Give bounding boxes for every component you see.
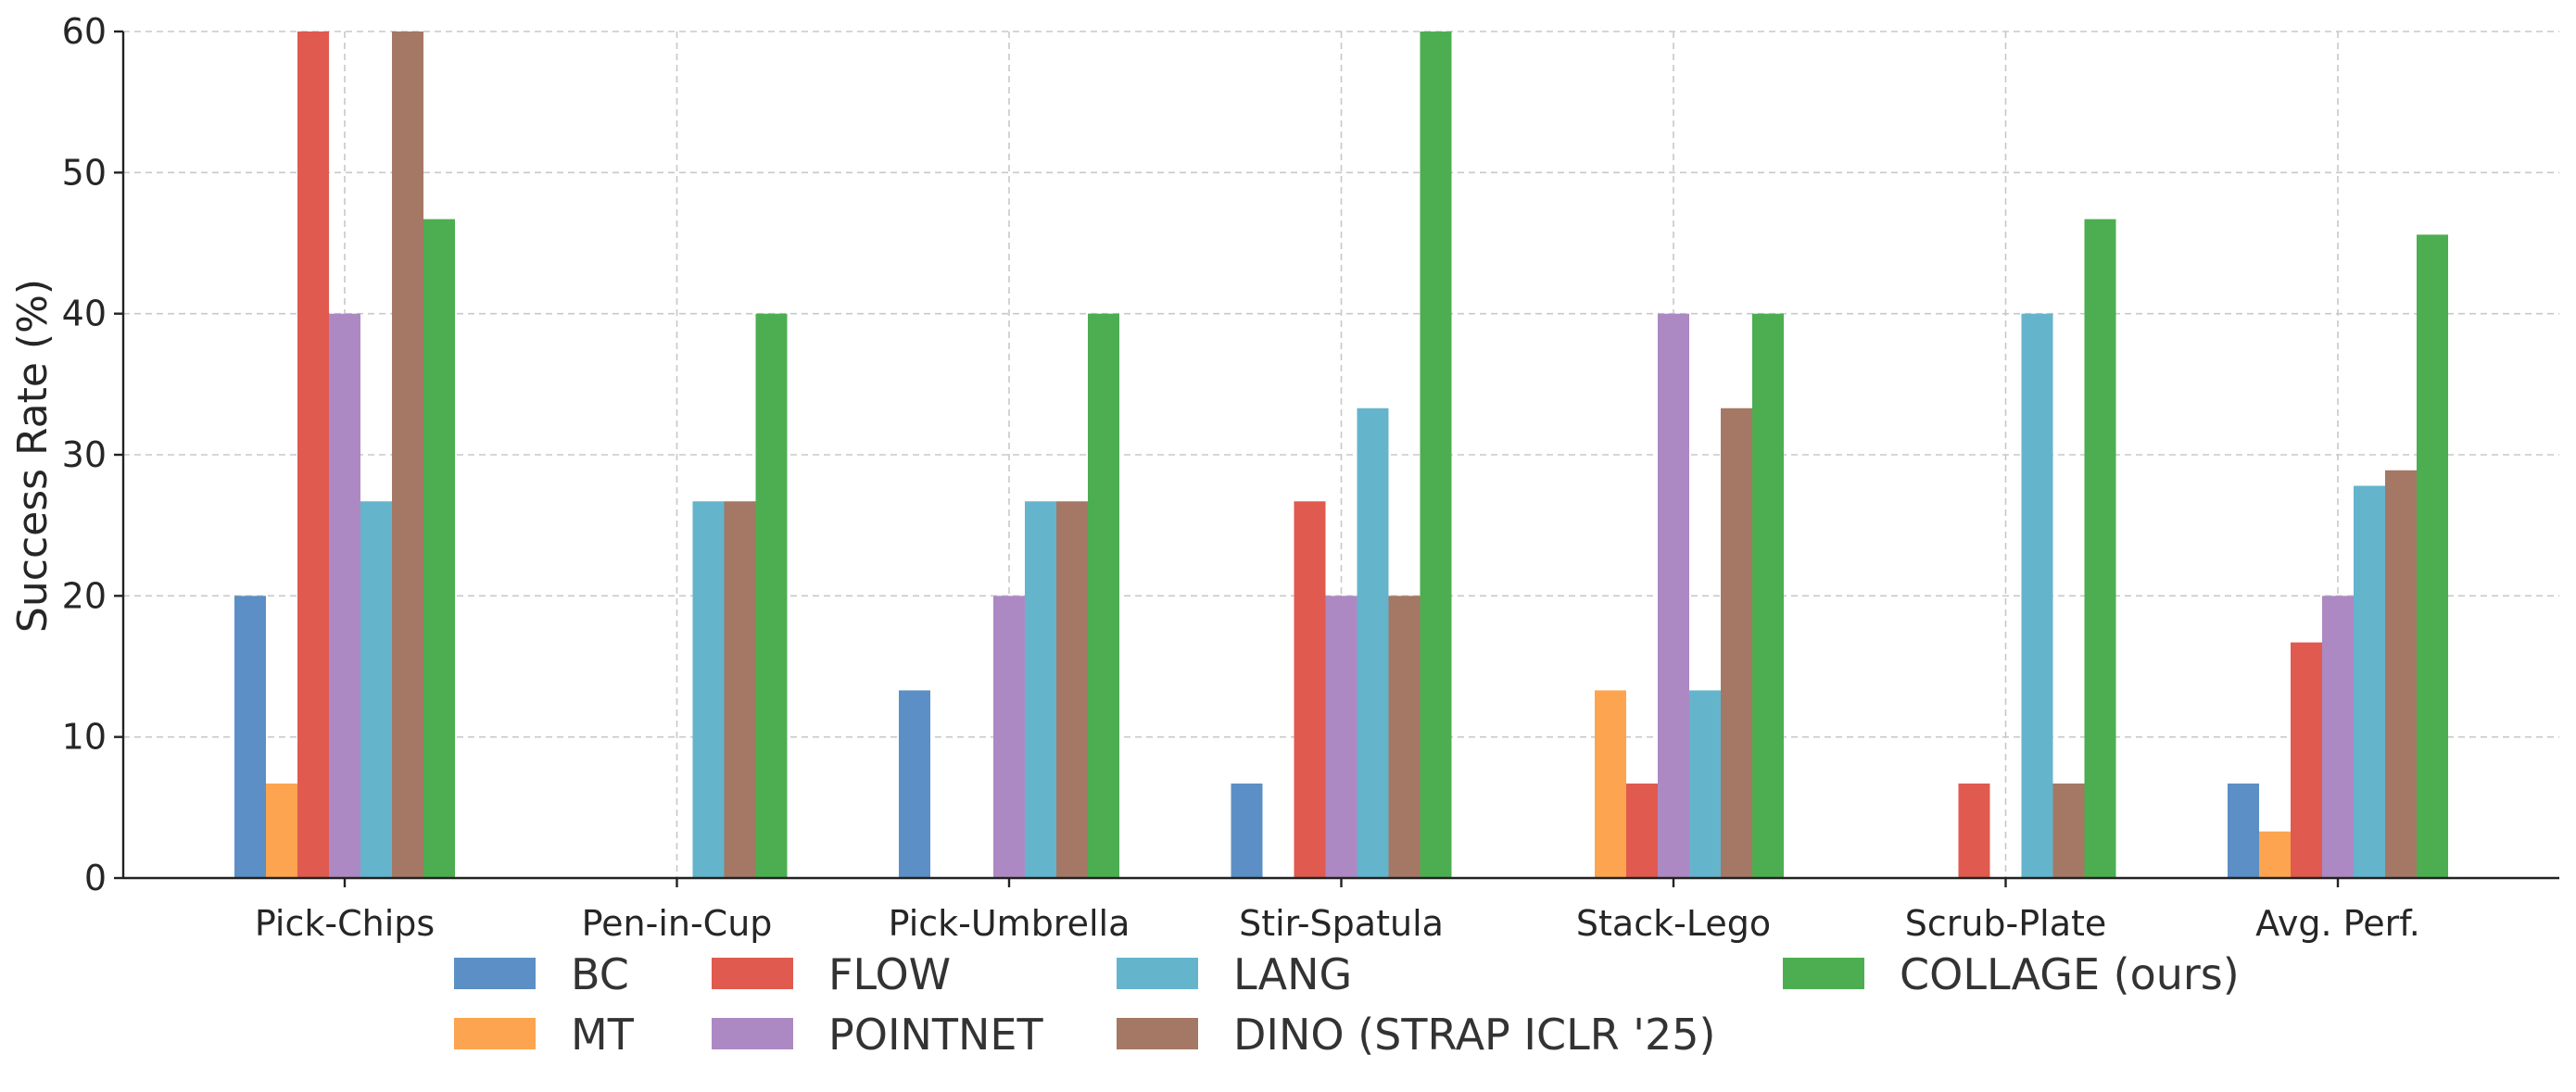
x-tick-label: Scrub-Plate [1905,903,2107,944]
bar-dino-strap-iclr-25 [2385,470,2417,878]
x-tick-label: Pick-Chips [255,903,435,944]
bars-layer [234,31,2448,879]
bar-mt [1595,690,1626,878]
legend-label: LANG [1233,949,1352,999]
bar-collage-ours [1752,313,1784,879]
legend-label: DINO (STRAP ICLR '25) [1233,1010,1715,1060]
bar-flow [297,31,329,878]
legend-label: MT [571,1010,635,1060]
bar-collage-ours [2084,219,2116,878]
bar-dino-strap-iclr-25 [1721,408,1752,878]
x-tick-label: Stir-Spatula [1239,903,1444,944]
bar-lang [692,501,725,878]
bar-collage-ours [755,313,788,879]
bar-collage-ours [1088,313,1119,879]
bar-collage-ours [1420,31,1452,878]
bar-dino-strap-iclr-25 [2052,783,2085,878]
bar-bc [899,690,930,878]
bar-flow [1626,783,1658,878]
bar-dino-strap-iclr-25 [724,501,756,878]
bar-lang [2021,313,2053,879]
legend-swatch [712,1018,793,1049]
x-tick-label: Avg. Perf. [2255,903,2420,944]
bar-pointnet [1325,596,1357,878]
bar-dino-strap-iclr-25 [1388,596,1421,878]
legend-label: FLOW [828,949,951,999]
bar-pointnet [2322,596,2354,878]
y-tick-label: 10 [62,717,107,758]
legend-swatch [454,958,536,989]
x-tick-label: Stack-Lego [1576,903,1771,944]
grid-layer [123,31,2559,878]
legend-label: POINTNET [828,1010,1043,1060]
bar-lang [2354,485,2385,878]
legend-label: BC [571,949,629,999]
bar-collage-ours [423,219,455,878]
y-tick-label: 50 [62,152,107,193]
bar-dino-strap-iclr-25 [1056,501,1088,878]
legend-swatch [1117,1018,1198,1049]
y-axis-label: Success Rate (%) [9,279,57,633]
legend-label: COLLAGE (ours) [1900,949,2240,999]
y-tick-label: 0 [84,858,107,898]
bar-flow [1958,783,1990,878]
bar-collage-ours [2417,234,2448,879]
legend-swatch [712,958,793,989]
bar-lang [360,501,392,878]
y-tick-label: 30 [62,434,107,475]
x-tick-label: Pen-in-Cup [582,903,773,944]
bar-lang [1357,408,1389,878]
bar-bc [2228,783,2259,878]
bar-lang [1025,501,1056,878]
y-tick-label: 40 [62,294,107,334]
x-tick-label: Pick-Umbrella [889,903,1130,944]
legend-swatch [1783,958,1864,989]
bar-pointnet [329,313,360,879]
bar-pointnet [1658,313,1689,879]
legend-swatch [1117,958,1198,989]
bar-bc [234,596,266,878]
bar-flow [2291,642,2322,878]
bar-flow [1294,501,1326,878]
legend-swatch [454,1018,536,1049]
bar-lang [1689,690,1721,878]
bar-dino-strap-iclr-25 [392,31,423,878]
axes-layer: 0 10 20 30 40 50 60 Pick-Chips Pen-in-Cup Pick-Um… [62,11,2559,944]
bar-bc [1231,783,1263,878]
bar-mt [2259,831,2291,878]
bar-mt [266,783,297,878]
y-tick-label: 60 [62,11,107,52]
bar-pointnet [993,596,1025,878]
y-tick-label: 20 [62,575,107,616]
legend: BC MT FLOW POINTNET LANG DINO (STRAP ICLR '25… [454,949,2240,1060]
